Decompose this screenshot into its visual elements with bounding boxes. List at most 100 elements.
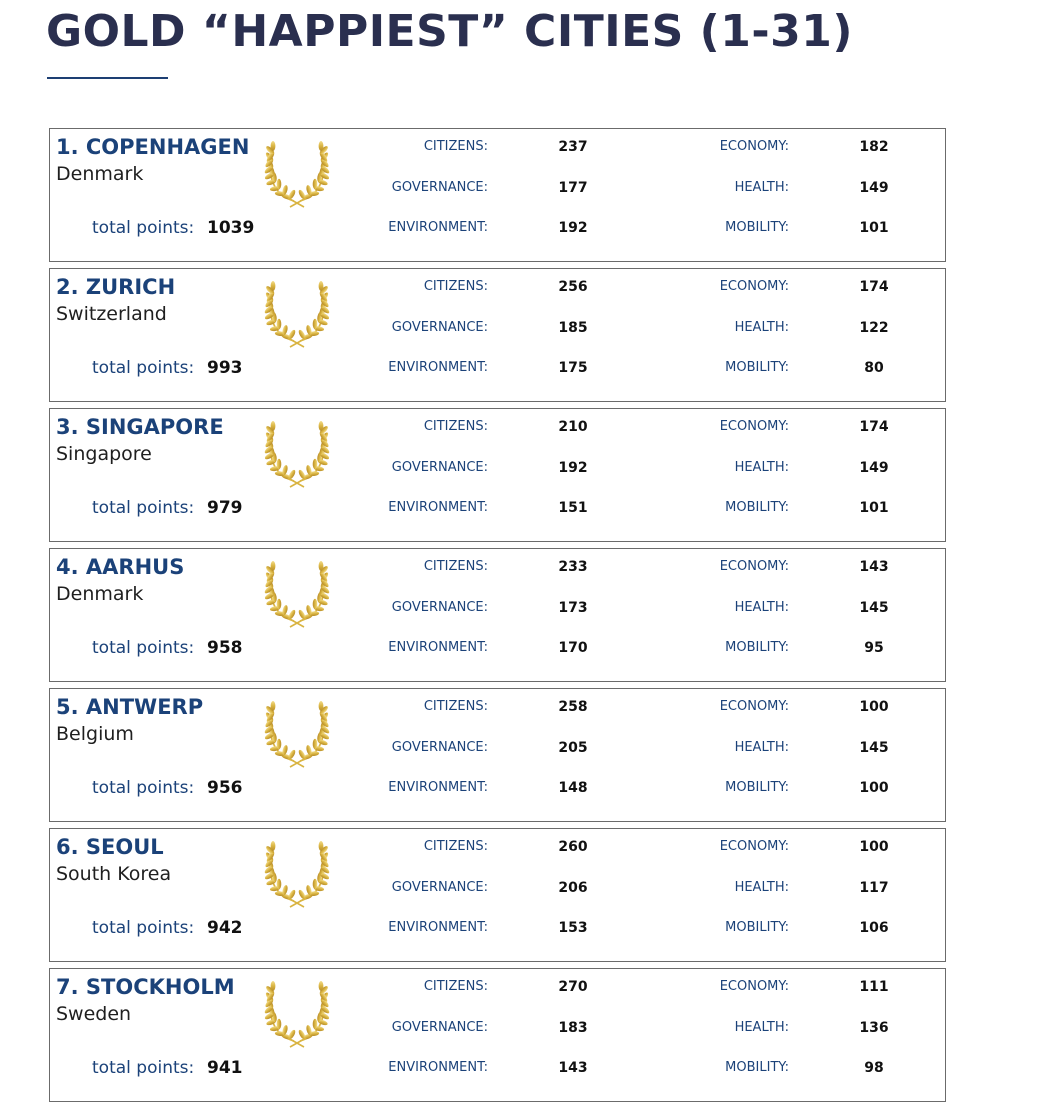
- laurel-wreath-icon: [264, 281, 330, 348]
- environment-label: ENVIRONMENT:: [388, 220, 488, 235]
- citizens-label: CITIZENS:: [423, 279, 488, 294]
- total-points-value: 979: [207, 498, 243, 518]
- total-points-value: 958: [207, 638, 243, 658]
- mobility-label: MOBILITY:: [725, 500, 789, 515]
- environment-value: 153: [558, 920, 588, 936]
- health-label: HEALTH:: [734, 320, 789, 335]
- total-points-value: 956: [207, 778, 243, 798]
- governance-value: 185: [558, 320, 588, 336]
- economy-value: 174: [859, 419, 889, 435]
- city-country: South Korea: [56, 863, 172, 885]
- total-points-label: total points:: [92, 638, 195, 658]
- city-country: Belgium: [56, 723, 134, 745]
- health-value: 145: [859, 600, 889, 616]
- total-points-value: 941: [207, 1058, 243, 1078]
- economy-value: 174: [859, 279, 889, 295]
- mobility-value: 101: [859, 500, 889, 516]
- governance-label: GOVERNANCE:: [391, 180, 488, 195]
- environment-value: 192: [558, 220, 588, 236]
- environment-label: ENVIRONMENT:: [388, 1060, 488, 1075]
- citizens-value: 237: [558, 139, 588, 155]
- total-points-label: total points:: [92, 358, 195, 378]
- governance-label: GOVERNANCE:: [391, 880, 488, 895]
- governance-label: GOVERNANCE:: [391, 1020, 488, 1035]
- laurel-wreath-icon: [264, 141, 330, 208]
- mobility-value: 80: [864, 360, 884, 376]
- total-points-label: total points:: [92, 498, 195, 518]
- laurel-wreath-icon: [264, 701, 330, 768]
- city-country: Singapore: [56, 443, 152, 465]
- total-points-label: total points:: [92, 918, 195, 938]
- total-points-value: 1039: [207, 218, 255, 238]
- city-name: 6. SEOUL: [56, 835, 164, 859]
- environment-value: 148: [558, 780, 588, 796]
- city-name: 5. ANTWERP: [56, 695, 204, 719]
- economy-value: 111: [859, 979, 889, 995]
- city-name: 2. ZURICH: [56, 275, 176, 299]
- page-title: GOLD “HAPPIEST” CITIES (1-31): [46, 6, 853, 57]
- city-name: 1. COPENHAGEN: [56, 135, 250, 159]
- health-label: HEALTH:: [734, 600, 789, 615]
- environment-value: 175: [558, 360, 588, 376]
- health-value: 145: [859, 740, 889, 756]
- environment-value: 143: [558, 1060, 588, 1076]
- citizens-label: CITIZENS:: [423, 699, 488, 714]
- laurel-wreath-icon: [264, 981, 330, 1048]
- citizens-label: CITIZENS:: [423, 559, 488, 574]
- city-country: Switzerland: [56, 303, 167, 325]
- health-value: 136: [859, 1020, 889, 1036]
- mobility-value: 98: [864, 1060, 884, 1076]
- economy-label: ECONOMY:: [719, 139, 789, 154]
- citizens-value: 260: [558, 839, 588, 855]
- environment-label: ENVIRONMENT:: [388, 920, 488, 935]
- economy-label: ECONOMY:: [719, 839, 789, 854]
- economy-label: ECONOMY:: [719, 419, 789, 434]
- economy-value: 182: [859, 139, 889, 155]
- title-underline: [47, 77, 168, 79]
- total-points-label: total points:: [92, 778, 195, 798]
- health-label: HEALTH:: [734, 1020, 789, 1035]
- total-points-label: total points:: [92, 1058, 195, 1078]
- mobility-value: 100: [859, 780, 889, 796]
- total-points-value: 942: [207, 918, 243, 938]
- mobility-label: MOBILITY:: [725, 360, 789, 375]
- city-name: 4. AARHUS: [56, 555, 185, 579]
- citizens-label: CITIZENS:: [423, 839, 488, 854]
- citizens-label: CITIZENS:: [423, 139, 488, 154]
- governance-label: GOVERNANCE:: [391, 460, 488, 475]
- environment-label: ENVIRONMENT:: [388, 780, 488, 795]
- city-name: 3. SINGAPORE: [56, 415, 224, 439]
- environment-value: 151: [558, 500, 588, 516]
- mobility-value: 95: [864, 640, 884, 656]
- laurel-wreath-icon: [264, 421, 330, 488]
- city-list: 1. COPENHAGEN Denmark total points: 1039…: [49, 128, 946, 1108]
- citizens-label: CITIZENS:: [423, 979, 488, 994]
- environment-label: ENVIRONMENT:: [388, 360, 488, 375]
- economy-label: ECONOMY:: [719, 279, 789, 294]
- total-points-value: 993: [207, 358, 243, 378]
- economy-value: 143: [859, 559, 889, 575]
- citizens-value: 258: [558, 699, 588, 715]
- economy-value: 100: [859, 699, 889, 715]
- governance-value: 173: [558, 600, 588, 616]
- city-card: 3. SINGAPORE Singapore total points: 979…: [49, 408, 946, 542]
- laurel-wreath-icon: [264, 841, 330, 908]
- health-value: 149: [859, 460, 889, 476]
- economy-label: ECONOMY:: [719, 559, 789, 574]
- economy-value: 100: [859, 839, 889, 855]
- mobility-label: MOBILITY:: [725, 920, 789, 935]
- health-label: HEALTH:: [734, 180, 789, 195]
- economy-label: ECONOMY:: [719, 979, 789, 994]
- mobility-label: MOBILITY:: [725, 640, 789, 655]
- citizens-value: 256: [558, 279, 588, 295]
- health-value: 122: [859, 320, 889, 336]
- city-card: 4. AARHUS Denmark total points: 958 CITI…: [49, 548, 946, 682]
- citizens-label: CITIZENS:: [423, 419, 488, 434]
- city-country: Sweden: [56, 1003, 132, 1025]
- mobility-label: MOBILITY:: [725, 1060, 789, 1075]
- citizens-value: 210: [558, 419, 588, 435]
- health-label: HEALTH:: [734, 740, 789, 755]
- governance-label: GOVERNANCE:: [391, 600, 488, 615]
- governance-value: 192: [558, 460, 588, 476]
- mobility-value: 101: [859, 220, 889, 236]
